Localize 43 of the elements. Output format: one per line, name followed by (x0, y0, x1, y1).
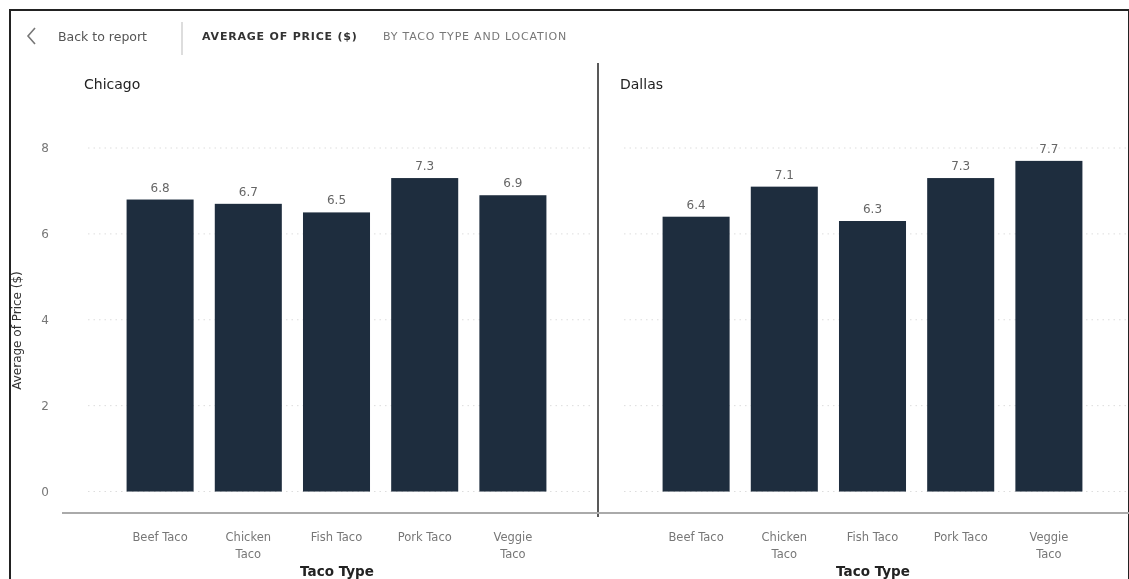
x-tick-label: Fish Taco (846, 530, 899, 544)
bar (662, 216, 730, 492)
bar (479, 195, 547, 492)
data-label: 6.3 (862, 202, 883, 216)
data-label: 7.1 (774, 167, 794, 182)
x-tick-label: Pork Taco (397, 530, 452, 544)
x-tick-label: Pork Taco (933, 530, 988, 544)
data-label: 6.7 (238, 184, 258, 199)
x-tick-label: Beef Taco (668, 530, 724, 544)
text: BY TACO TYPE AND LOCATION (383, 30, 568, 43)
bar (126, 199, 194, 492)
y-tick-label: 2 (41, 398, 49, 413)
bar (1015, 160, 1083, 492)
data-label: 7.3 (415, 159, 435, 174)
x-tick-label: Chicken Taco (225, 530, 272, 561)
data-label: 7.7 (1039, 141, 1059, 156)
bar (927, 178, 995, 492)
y-tick-label: 4 (41, 312, 49, 327)
x-axis-title: Taco Type (836, 563, 910, 579)
chart-title: Chicago (84, 76, 141, 92)
text: AVERAGE OF PRICE ($) (202, 30, 358, 43)
bar (391, 178, 459, 492)
text: Back to report (58, 29, 148, 44)
data-label: 6.4 (686, 197, 706, 212)
y-tick-label: 8 (41, 141, 49, 156)
bar (302, 212, 371, 492)
bar (750, 186, 818, 492)
data-label: 6.8 (150, 180, 170, 195)
x-tick-label: Beef Taco (132, 530, 188, 544)
y-axis-title: Average of Price ($) (10, 271, 24, 390)
x-tick-label: Veggie Taco (493, 530, 533, 561)
data-label: 6.9 (503, 176, 523, 191)
bar (214, 203, 282, 492)
x-axis-title: Taco Type (300, 563, 374, 579)
data-label: 7.3 (951, 159, 971, 174)
x-tick-label: Chicken Taco (761, 530, 808, 561)
x-tick-label: Fish Taco (310, 530, 363, 544)
y-tick-label: 6 (41, 227, 49, 242)
data-label: 6.5 (326, 193, 347, 208)
bar (838, 221, 907, 492)
chart-title: Dallas (620, 76, 664, 92)
y-tick-label: 0 (41, 484, 49, 499)
x-tick-label: Veggie Taco (1029, 530, 1069, 561)
